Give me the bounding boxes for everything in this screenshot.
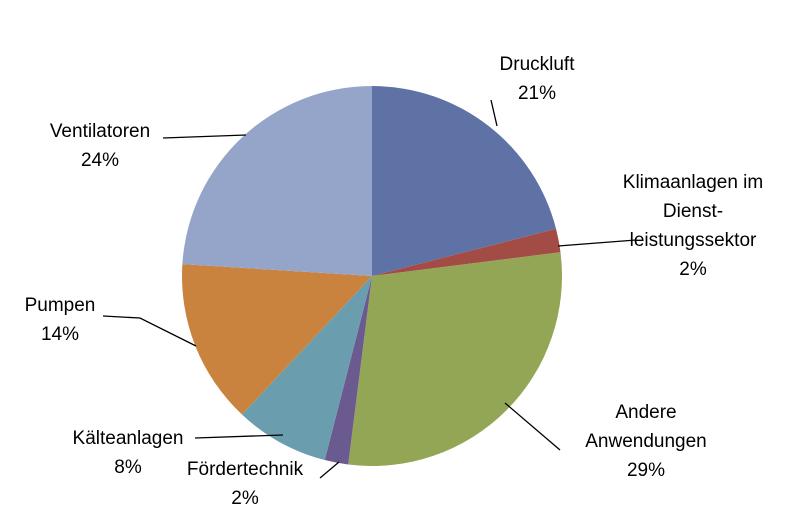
leader-line-2	[504, 402, 561, 451]
leader-line-0	[490, 99, 498, 127]
slice-value-label: 2%	[231, 488, 259, 509]
slice-label-1: Klimaanlagen im Dienst-leistungssektor 2%	[623, 172, 763, 280]
slice-label-6: Ventilatoren 24%	[50, 121, 150, 171]
pie-slice-5	[181, 264, 372, 415]
slice-label-3: Fördertechnik 2%	[187, 459, 304, 509]
slice-value-label: 29%	[627, 460, 665, 481]
slice-name-label: Klimaanlagen im	[623, 172, 763, 193]
leader-line-4	[194, 434, 284, 439]
slice-label-2: Andere Anwendungen 29%	[585, 402, 707, 481]
slice-value-label: 2%	[679, 259, 707, 280]
slice-value-label: 8%	[114, 457, 142, 478]
pie-slice-4	[241, 276, 372, 461]
slice-label-4: Kälteanlagen 8%	[73, 428, 184, 478]
pie-slice-1	[372, 228, 561, 276]
pie-slice-3	[324, 276, 372, 465]
pie-slice-0	[372, 86, 557, 276]
slice-name-label: leistungssektor	[630, 230, 757, 251]
slice-name-label: Fördertechnik	[187, 459, 304, 480]
leader-lines	[102, 99, 637, 479]
slice-name-label: Druckluft	[500, 54, 576, 75]
slice-name-label: Anwendungen	[585, 431, 707, 452]
slice-label-5: Pumpen 14%	[25, 295, 96, 345]
slice-name-label: Kälteanlagen	[73, 428, 184, 449]
slice-name-label: Pumpen	[25, 295, 96, 316]
leader-line-5	[102, 315, 197, 347]
slice-name-label: Ventilatoren	[50, 121, 150, 142]
slice-value-label: 21%	[518, 83, 556, 104]
slice-name-label: Andere	[615, 402, 676, 423]
pie-slice-6	[182, 86, 372, 276]
leader-line-6	[162, 134, 247, 139]
slice-value-label: 14%	[41, 324, 79, 345]
pie-slices	[181, 86, 562, 466]
leader-line-1	[557, 239, 637, 247]
pie-slice-2	[348, 252, 562, 466]
slice-value-label: 24%	[81, 150, 119, 171]
slice-labels: Druckluft 21% Klimaanlagen im Dienst-leistu…	[25, 54, 764, 509]
leader-line-3	[319, 461, 340, 479]
slice-name-label: Dienst-	[663, 201, 723, 222]
slice-label-0: Druckluft 21%	[500, 54, 576, 104]
